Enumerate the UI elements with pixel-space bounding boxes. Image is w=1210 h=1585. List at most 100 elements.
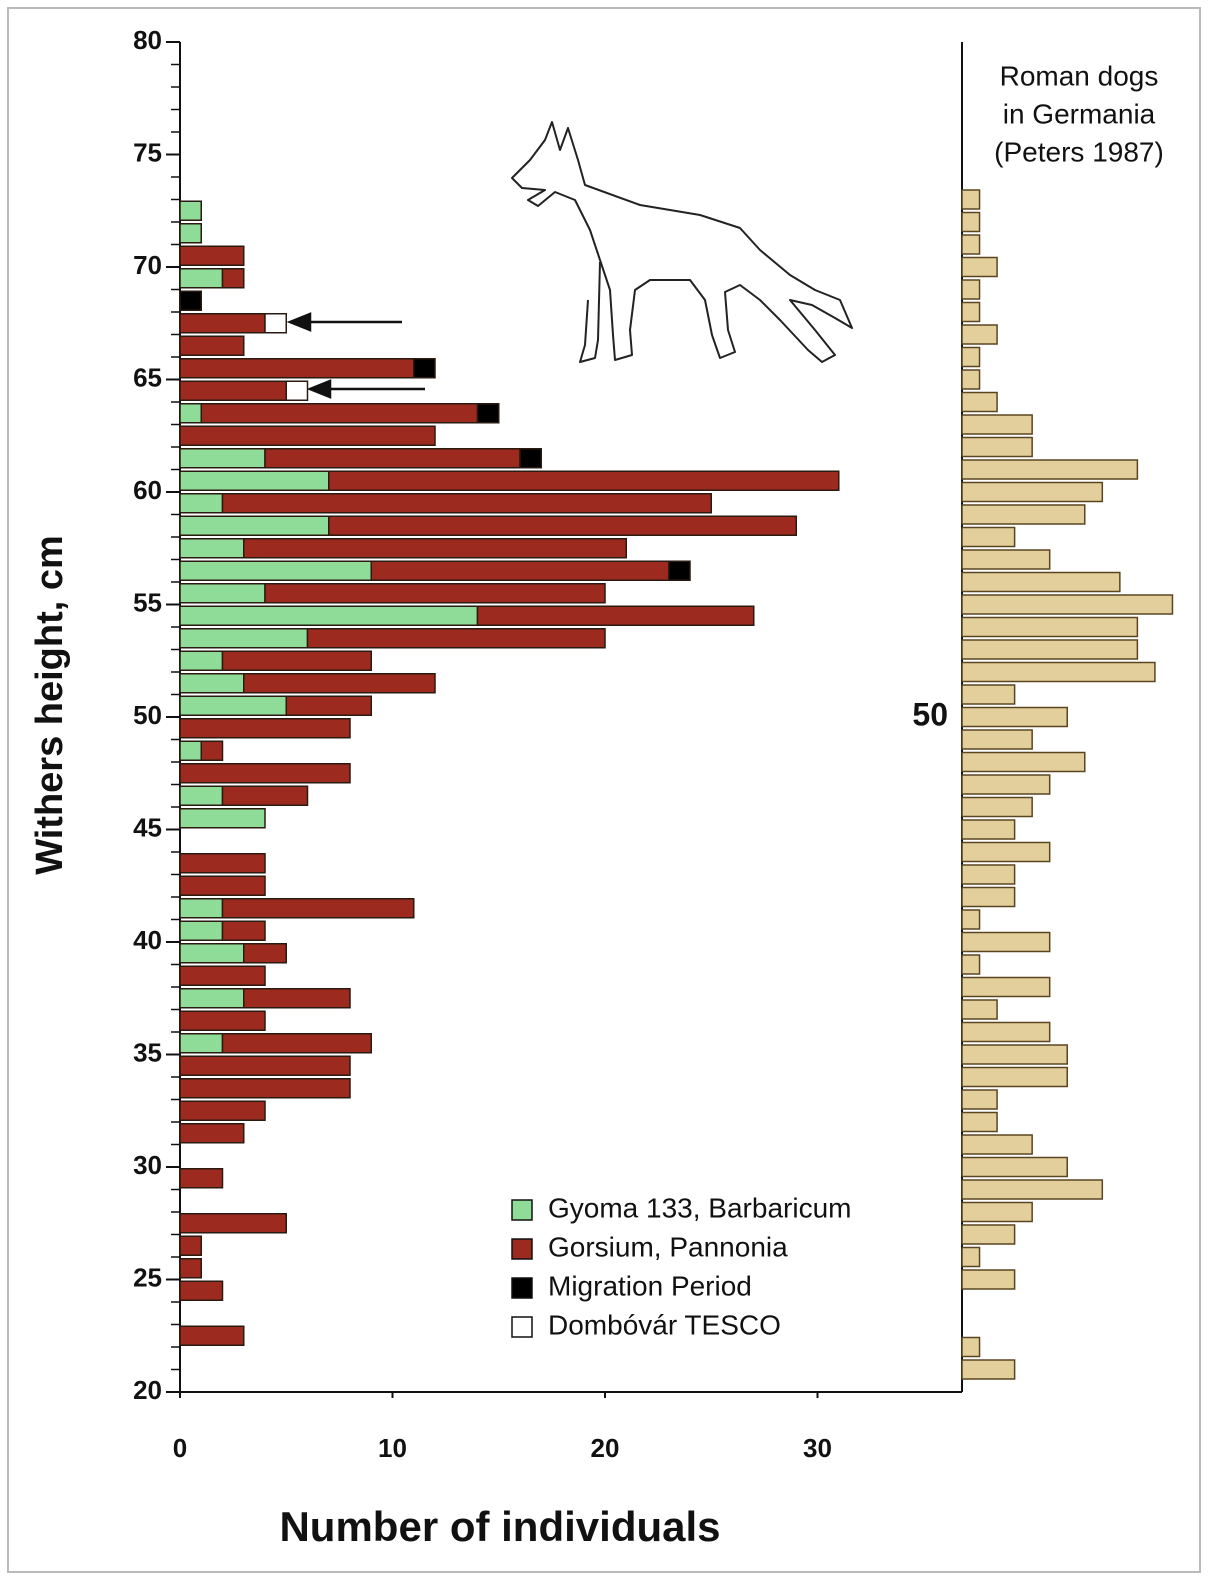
bar-segment bbox=[179, 1010, 266, 1031]
bar-segment bbox=[179, 493, 224, 514]
bar bbox=[961, 279, 981, 300]
bar bbox=[961, 999, 998, 1020]
bar bbox=[961, 684, 1016, 705]
bar-segment bbox=[328, 470, 840, 491]
x-tick-label: 0 bbox=[173, 1433, 187, 1463]
bar-segment bbox=[200, 740, 224, 761]
bar bbox=[961, 1089, 998, 1110]
bar bbox=[961, 1336, 981, 1358]
legend-label: Gyoma 133, Barbaricum bbox=[548, 1192, 851, 1223]
bar-segment bbox=[179, 988, 245, 1009]
legend-swatch bbox=[511, 1199, 533, 1221]
bar bbox=[961, 1044, 1068, 1065]
bar-segment bbox=[179, 245, 245, 266]
y-tick-label: 20 bbox=[133, 1375, 162, 1405]
bar bbox=[961, 661, 1156, 683]
bar bbox=[961, 504, 1086, 525]
bar-segment bbox=[200, 403, 479, 424]
bar bbox=[961, 1156, 1068, 1178]
bar-segment bbox=[221, 1033, 372, 1054]
bar bbox=[961, 211, 981, 233]
bar-segment bbox=[179, 1033, 224, 1054]
panel-title: in Germania bbox=[1003, 98, 1156, 129]
y-tick-label: 70 bbox=[133, 250, 162, 280]
y-axis-label: Withers height, cm bbox=[29, 535, 71, 875]
bar-segment bbox=[243, 538, 627, 559]
bar bbox=[961, 796, 1033, 818]
bar-segment bbox=[476, 605, 755, 626]
bar bbox=[961, 931, 1051, 953]
bar-segment bbox=[179, 1213, 287, 1234]
bar-segment bbox=[179, 403, 202, 424]
bar bbox=[961, 301, 981, 323]
bar-segment bbox=[179, 1280, 224, 1301]
bar-segment bbox=[264, 313, 287, 334]
bar bbox=[961, 256, 998, 278]
bar bbox=[961, 976, 1051, 998]
bar-segment bbox=[179, 1100, 266, 1121]
bar-segment bbox=[179, 358, 415, 379]
bar bbox=[961, 1224, 1016, 1245]
bar-segment bbox=[179, 515, 330, 536]
y-tick-label: 65 bbox=[133, 362, 162, 392]
bar-segment bbox=[243, 943, 287, 964]
bar-segment bbox=[179, 313, 266, 334]
bar-segment bbox=[221, 493, 712, 514]
bar-segment bbox=[179, 763, 351, 784]
bar bbox=[961, 481, 1104, 503]
bar-segment bbox=[179, 200, 202, 221]
bar-segment bbox=[668, 560, 691, 581]
bar-segment bbox=[221, 268, 245, 289]
legend-label: Migration Period bbox=[548, 1270, 752, 1301]
bar-segment bbox=[243, 673, 436, 694]
bar-segment bbox=[179, 1078, 351, 1099]
bar-segment bbox=[179, 875, 266, 896]
bar bbox=[961, 526, 1016, 548]
bar-segment bbox=[285, 695, 372, 716]
y-tick-label: 40 bbox=[133, 925, 162, 955]
bar-segment bbox=[221, 785, 309, 806]
bar bbox=[961, 594, 1174, 615]
bar-segment bbox=[179, 853, 266, 874]
bar-segment bbox=[179, 628, 309, 649]
bar-segment bbox=[179, 898, 224, 919]
y-tick-label: 55 bbox=[133, 587, 162, 617]
y-tick-label: 45 bbox=[133, 812, 162, 842]
bar-segment bbox=[179, 808, 266, 829]
x-tick-label: 30 bbox=[803, 1433, 832, 1463]
bar bbox=[961, 1066, 1068, 1088]
bar bbox=[961, 751, 1086, 773]
bar-segment bbox=[285, 380, 309, 401]
bar bbox=[961, 571, 1121, 593]
bar-segment bbox=[179, 1235, 202, 1256]
bar bbox=[961, 189, 981, 210]
dog-illustration bbox=[511, 121, 853, 363]
panel-title: (Peters 1987) bbox=[994, 136, 1164, 167]
bar-segment bbox=[243, 988, 351, 1009]
bar-segment bbox=[264, 448, 521, 469]
bar-segment bbox=[413, 358, 436, 379]
bar-segment bbox=[179, 223, 202, 244]
bar-segment bbox=[328, 515, 797, 536]
bar bbox=[961, 616, 1139, 638]
bar-segment bbox=[221, 898, 415, 919]
x-tick-label: 10 bbox=[378, 1433, 407, 1463]
bar-segment bbox=[179, 335, 245, 356]
bar bbox=[961, 819, 1016, 840]
bar-segment bbox=[179, 1258, 202, 1279]
bar bbox=[961, 909, 981, 930]
bar-segment bbox=[306, 628, 606, 649]
bar-segment bbox=[179, 380, 287, 401]
bar bbox=[961, 1269, 1016, 1290]
bar bbox=[961, 841, 1051, 863]
bar-segment bbox=[476, 403, 500, 424]
bar bbox=[961, 774, 1051, 795]
bar bbox=[961, 1021, 1051, 1043]
bar-segment bbox=[179, 965, 266, 986]
bar-segment bbox=[179, 943, 245, 964]
bar bbox=[961, 886, 1016, 908]
y-tick-label: 75 bbox=[133, 137, 162, 167]
bar bbox=[961, 459, 1139, 480]
bar bbox=[961, 549, 1051, 570]
